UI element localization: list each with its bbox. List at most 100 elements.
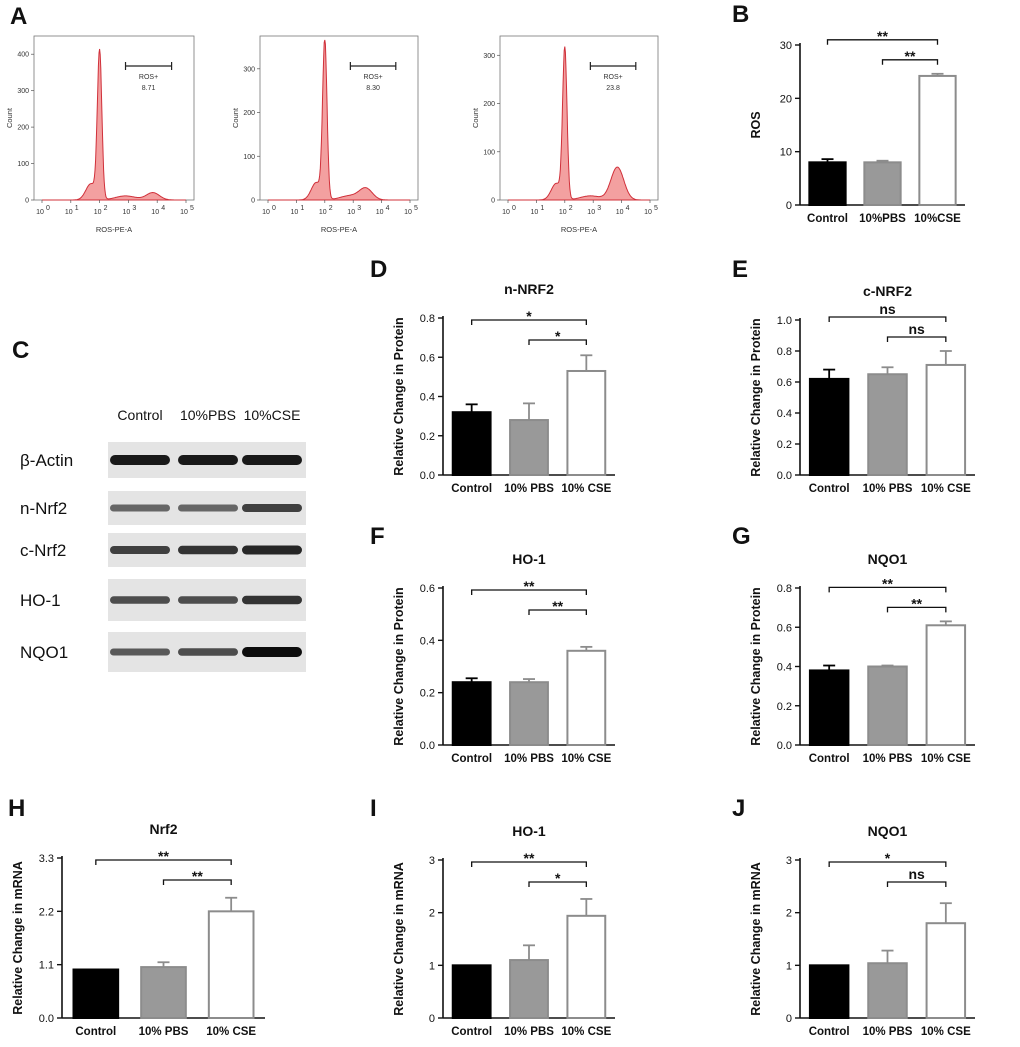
x-tick-label: 10 (347, 209, 355, 216)
x-tick-label: 10 (65, 209, 73, 216)
bar-cse (566, 369, 607, 476)
blot-band (110, 596, 170, 604)
bar-control (808, 377, 850, 476)
significance-bracket (95, 859, 232, 865)
bar-control (808, 964, 850, 1019)
chart-f-panel: F HO-1 Relative Change in Protein 0.0 0.2 0.4… (360, 518, 660, 778)
x-category-label: 10% PBS (504, 483, 554, 495)
blot-band (110, 648, 170, 656)
blot-row-label: β-Actin (20, 451, 73, 470)
y-tick-label: 3.3 (39, 853, 54, 865)
x-category-label: 10%PBS (859, 213, 906, 225)
x-tick-exponent: 5 (414, 205, 418, 212)
x-category-label: 10% CSE (206, 1026, 256, 1038)
x-tick-label: 10 (262, 209, 270, 216)
y-tick-label: 0 (429, 1013, 435, 1025)
x-tick-exponent: 0 (46, 205, 50, 212)
bar-pbs (509, 681, 549, 746)
x-category-label: 10% CSE (561, 753, 611, 765)
lane-label: 10%CSE (244, 407, 301, 423)
y-tick-label: 0.8 (777, 583, 792, 595)
western-blot-figure: C Control 10%PBS 10%CSE β-Actin n-Nrf2 c-Nrf2… (12, 337, 306, 672)
x-tick-label: 10 (151, 209, 159, 216)
y-axis-label: Count (471, 107, 480, 128)
y-axis-label: Relative Change in mRNA (749, 862, 763, 1016)
x-category-label: 10%CSE (914, 213, 961, 225)
y-tick-label: 0.0 (420, 740, 435, 752)
x-tick-label: 10 (94, 209, 102, 216)
y-tick-label: 0.6 (420, 352, 435, 364)
x-category-label: 10% PBS (863, 753, 913, 765)
y-tick-label: 200 (17, 125, 29, 132)
significance-label: * (885, 850, 891, 866)
x-tick-label: 10 (319, 209, 327, 216)
significance-label: ns (879, 301, 896, 317)
x-tick-exponent: 0 (272, 205, 276, 212)
blot-band (178, 648, 238, 656)
blot-band (242, 595, 302, 605)
y-axis-label: Count (5, 107, 14, 128)
x-category-label: Control (75, 1026, 116, 1038)
y-tick-label: 0 (491, 198, 495, 205)
histogram-frame (499, 35, 659, 201)
bar-pbs (867, 373, 908, 476)
blot-band (242, 504, 302, 512)
y-tick-label: 0.4 (420, 392, 435, 404)
y-tick-label: 100 (243, 154, 255, 161)
y-axis-label: Relative Change in Protein (749, 587, 763, 745)
y-axis-label: Relative Change in Protein (749, 318, 763, 476)
y-tick-label: 2 (429, 908, 435, 920)
y-tick-label: 10 (780, 147, 792, 159)
bar-cse (566, 649, 607, 746)
x-axis-label: ROS-PE-A (321, 225, 357, 234)
blot-row-label: n-Nrf2 (20, 499, 67, 518)
x-tick-exponent: 5 (654, 205, 658, 212)
y-tick-label: 3 (429, 855, 435, 867)
x-tick-label: 10 (376, 209, 384, 216)
y-tick-label: 0.6 (777, 377, 792, 389)
x-tick-exponent: 0 (512, 205, 516, 212)
bar-pbs (140, 966, 187, 1020)
bar-cse (925, 363, 967, 476)
x-tick-label: 10 (404, 209, 412, 216)
lane-label: 10%PBS (180, 407, 236, 423)
x-tick-label: 10 (36, 209, 44, 216)
x-category-label: 10% CSE (921, 1026, 971, 1038)
x-category-label: 10% PBS (863, 1026, 913, 1038)
significance-label: ** (192, 868, 203, 884)
chart-d: Dn-NRF2 Relative Change in Protein 0.0 0.2 0… (370, 256, 615, 495)
western-blot-panel: C Control 10%PBS 10%CSE β-Actin n-Nrf2 c-Nrf2… (0, 330, 320, 690)
x-tick-exponent: 3 (597, 205, 601, 212)
bar-cse (925, 922, 967, 1019)
significance-bracket (528, 881, 587, 887)
panel-label-b: B (732, 1, 749, 28)
significance-bracket (826, 39, 939, 45)
chart-b: B ROS 0 10 20 30 Control 10%PBS 10%CSE ** ** (732, 1, 965, 225)
chart-h-panel: H Nrf2 Relative Change in mRNA 0.0 1.1 2.2 3.3… (0, 788, 340, 1042)
y-tick-label: 0.4 (420, 635, 435, 647)
y-tick-label: 300 (483, 53, 495, 60)
significance-bracket (471, 589, 587, 595)
blot-band (242, 647, 302, 657)
y-tick-label: 0.6 (777, 622, 792, 634)
y-axis-label: ROS (749, 111, 763, 138)
y-tick-label: 0.2 (777, 439, 792, 451)
y-tick-label: 0.4 (777, 408, 792, 420)
gate-value: 23.8 (606, 85, 620, 92)
chart-b-panel: B ROS 0 10 20 30 Control 10%PBS 10%CSE ** ** (720, 0, 1020, 240)
chart-f: F HO-1 Relative Change in Protein 0.0 0.2 0.4… (370, 523, 615, 765)
y-tick-label: 400 (17, 52, 29, 59)
x-tick-exponent: 4 (161, 205, 165, 212)
x-tick-exponent: 4 (626, 205, 630, 212)
y-tick-label: 0.0 (777, 470, 792, 482)
x-tick-exponent: 3 (132, 205, 136, 212)
chart-g: G NQO1 Relative Change in Protein 0.0 0.2 0.4… (732, 523, 975, 765)
bar-cse (566, 914, 607, 1019)
y-tick-label: 0 (251, 198, 255, 205)
significance-label: ** (552, 598, 563, 614)
y-tick-label: 0 (786, 200, 792, 212)
y-tick-label: 0.2 (420, 688, 435, 700)
y-tick-label: 1 (786, 960, 792, 972)
